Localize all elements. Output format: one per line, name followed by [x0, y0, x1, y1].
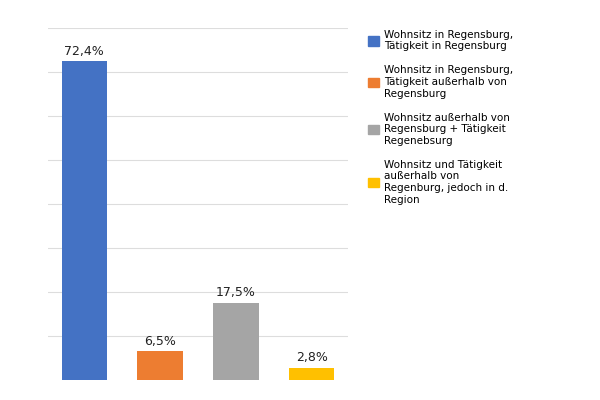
- Text: 2,8%: 2,8%: [296, 351, 328, 364]
- Bar: [289, 368, 334, 380]
- Text: 6,5%: 6,5%: [144, 335, 176, 348]
- Text: 72,4%: 72,4%: [64, 45, 104, 58]
- Bar: [213, 303, 259, 380]
- Bar: [137, 351, 183, 380]
- Bar: [62, 62, 107, 380]
- Text: 17,5%: 17,5%: [216, 286, 256, 300]
- Legend: Wohnsitz in Regensburg,
Tätigkeit in Regensburg, Wohnsitz in Regensburg,
Tätigke: Wohnsitz in Regensburg, Tätigkeit in Reg…: [368, 30, 513, 205]
